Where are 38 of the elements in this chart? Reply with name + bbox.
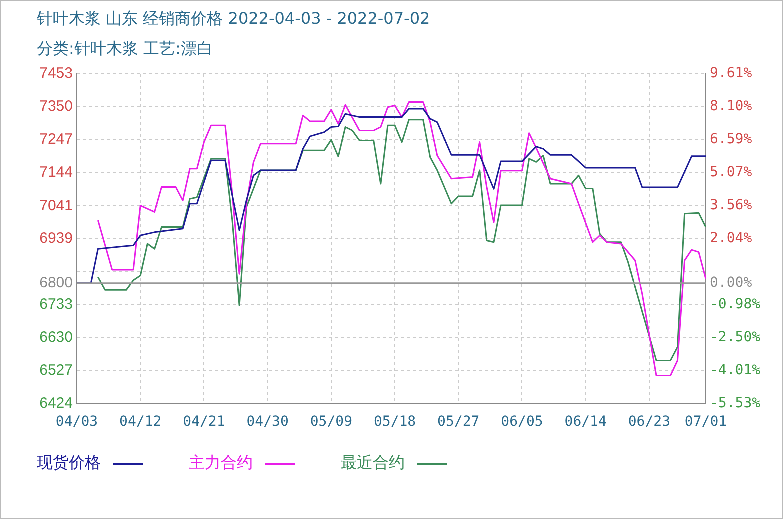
x-tick-label: 05/27	[438, 414, 480, 430]
y2-tick-label: 9.61%	[710, 66, 753, 82]
y-tick-label: 6630	[40, 329, 73, 346]
legend-label: 最近合约	[341, 453, 405, 474]
x-tick-label: 04/03	[56, 414, 98, 430]
y-tick-label: 6527	[40, 362, 73, 380]
x-tick-label: 04/30	[246, 414, 289, 430]
y2-tick-label: 0.00%	[710, 275, 753, 292]
y2-tick-label: 8.10%	[710, 98, 753, 115]
x-tick-label: 04/12	[120, 414, 162, 430]
legend-label: 现货价格	[37, 453, 101, 474]
legend-label: 主力合约	[189, 453, 253, 474]
y-tick-label: 7453	[40, 65, 73, 82]
y2-tick-label: 6.59%	[710, 131, 753, 148]
y-tick-label: 7144	[40, 164, 73, 182]
y2-tick-label: 5.07%	[710, 164, 753, 181]
chart-subtitle: 分类:针叶木浆 工艺:漂白	[37, 39, 213, 60]
x-tick-label: 07/01	[684, 414, 728, 430]
y-tick-label: 6424	[40, 395, 73, 412]
x-tick-label: 06/23	[628, 414, 671, 430]
x-tick-label: 06/14	[564, 414, 607, 430]
y-tick-label: 7041	[40, 197, 73, 214]
x-tick-label: 06/05	[501, 414, 544, 430]
y2-tick-label: -5.53%	[710, 396, 762, 412]
chart-title: 针叶木浆 山东 经销商价格 2022-04-03 - 2022-07-02	[37, 9, 430, 30]
y-tick-label: 7350	[40, 98, 73, 116]
y2-tick-label: -0.98%	[710, 296, 762, 312]
y2-tick-label: 3.56%	[710, 198, 753, 214]
y-tick-label: 6733	[40, 296, 73, 314]
y-tick-label: 6939	[40, 230, 73, 247]
y-tick-label: 7247	[40, 131, 73, 148]
y-tick-label: 6800	[40, 274, 73, 292]
x-tick-label: 04/21	[183, 414, 226, 430]
y2-tick-label: -4.01%	[710, 362, 762, 379]
x-tick-label: 05/09	[310, 414, 353, 430]
y2-tick-label: 2.04%	[710, 230, 753, 247]
y2-tick-label: -2.50%	[710, 330, 762, 346]
x-tick-label: 05/18	[374, 414, 416, 430]
